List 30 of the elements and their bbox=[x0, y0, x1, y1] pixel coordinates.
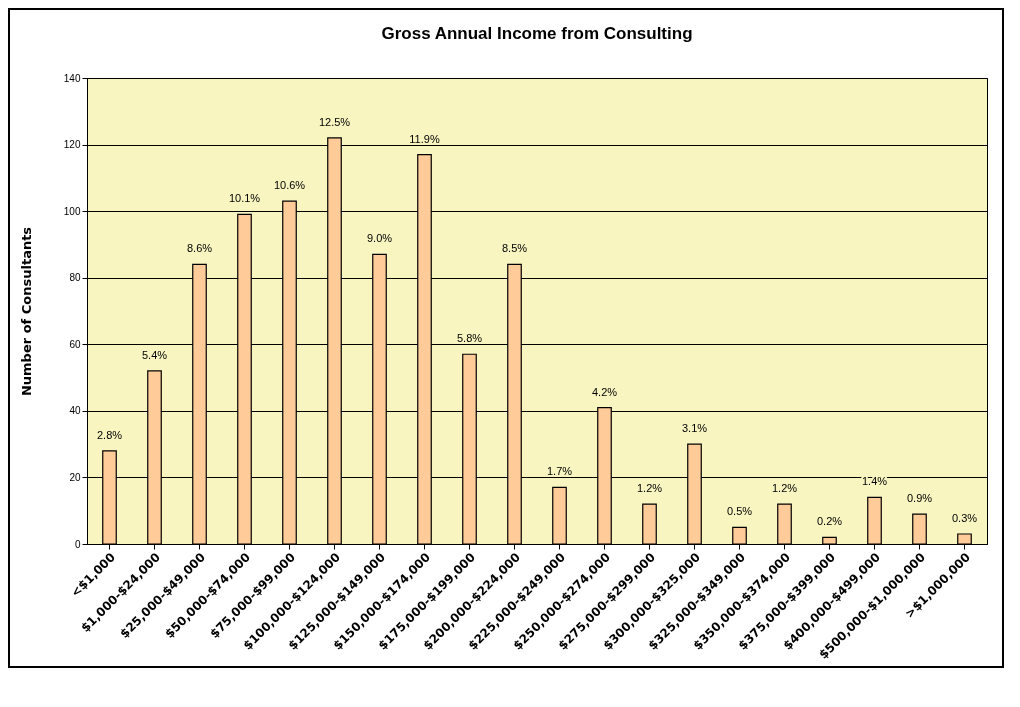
y-tick-label: 40 bbox=[69, 405, 81, 417]
annotation: 1.7% bbox=[546, 465, 573, 478]
annotation: 5.4% bbox=[141, 348, 168, 361]
annotation: 5.8% bbox=[456, 332, 483, 345]
annotation: 8.6% bbox=[186, 242, 213, 255]
chart-title: Gross Annual Income from Consulting bbox=[381, 24, 693, 43]
annotation: 0.9% bbox=[906, 492, 933, 505]
annotation: 2.8% bbox=[96, 428, 123, 441]
annotation: 10.6% bbox=[273, 179, 306, 192]
annotation: 0.2% bbox=[816, 515, 843, 528]
y-axis-title: Number of Consultants bbox=[18, 226, 34, 397]
y-tick-label: 120 bbox=[63, 139, 81, 151]
y-tick-label: 20 bbox=[69, 471, 81, 483]
annotation: 11.9% bbox=[409, 132, 440, 145]
annotation: 3.1% bbox=[681, 422, 708, 435]
annotation: 1.2% bbox=[636, 482, 663, 495]
annotation: 9.0% bbox=[366, 232, 393, 245]
annotation: 0.3% bbox=[951, 512, 978, 525]
annotation: 4.2% bbox=[591, 385, 618, 398]
y-tick-label: 0 bbox=[74, 538, 81, 550]
y-tick-label: 60 bbox=[69, 338, 81, 350]
annotation: 1.2% bbox=[771, 482, 798, 495]
y-tick-label: 100 bbox=[63, 205, 81, 217]
annotation: 0.5% bbox=[726, 505, 753, 518]
annotation: 1.4% bbox=[861, 475, 888, 488]
annotation: 8.5% bbox=[501, 242, 528, 255]
y-tick-label: 140 bbox=[63, 72, 81, 84]
annotation: 10.1% bbox=[228, 192, 261, 205]
annotation: 12.5% bbox=[318, 115, 351, 128]
y-tick-label: 80 bbox=[69, 272, 81, 284]
